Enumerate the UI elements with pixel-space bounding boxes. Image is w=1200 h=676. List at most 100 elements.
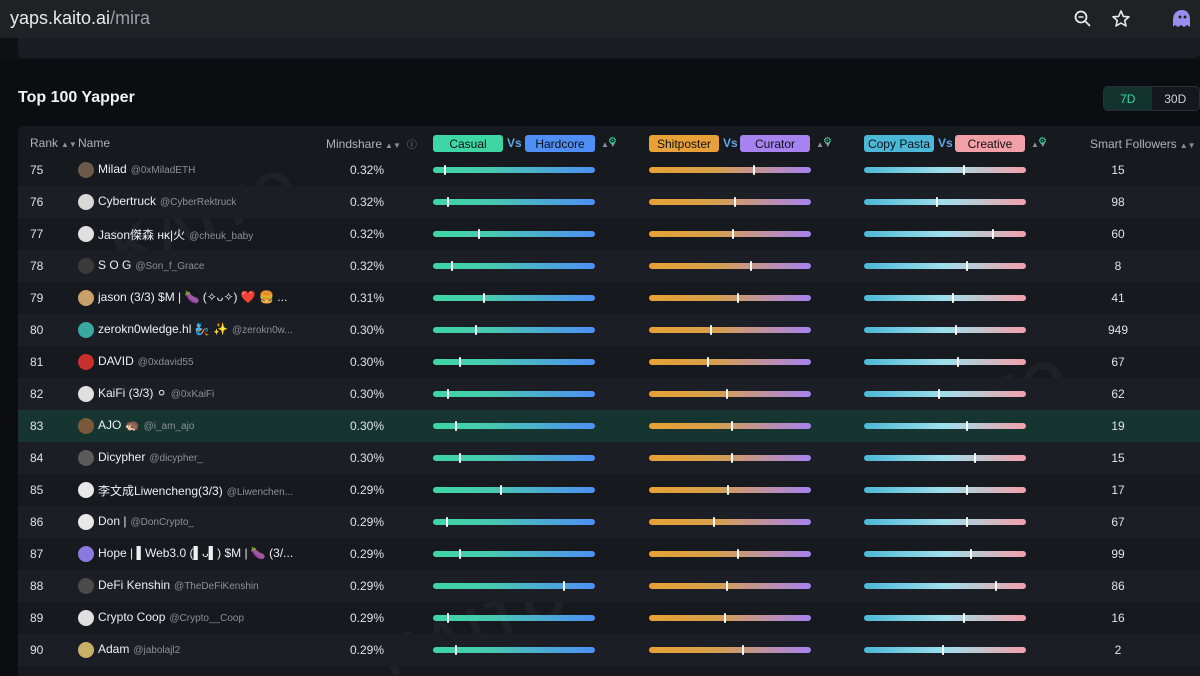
- avatar[interactable]: [78, 418, 94, 434]
- score-marker: [966, 421, 968, 431]
- name-cell[interactable]: DeFi Kenshin @TheDeFiKenshin: [98, 578, 259, 592]
- smart-followers-column-header[interactable]: Smart Followers▲▼ⓘ: [1090, 137, 1196, 151]
- avatar[interactable]: [78, 322, 94, 338]
- name-cell[interactable]: Hope | ▌Web3.0 (▌ᴗ▌) $M | 🍆 (3/...: [98, 546, 297, 560]
- smart-followers-cell: 949: [1107, 323, 1129, 337]
- smart-followers-cell: 67: [1111, 355, 1125, 369]
- shitposter-curator-bar: [649, 645, 811, 655]
- table-row[interactable]: 89 Crypto Coop @Crypto__Coop 0.29% 16: [18, 602, 1200, 634]
- avatar[interactable]: [78, 354, 94, 370]
- score-marker: [727, 485, 729, 495]
- vs-label: Vs: [938, 136, 953, 150]
- name-cell[interactable]: Don | @DonCrypto_: [98, 514, 194, 528]
- avatar[interactable]: [78, 642, 94, 658]
- table-row[interactable]: 75 Milad @0xMiladETH 0.32% 15: [18, 154, 1200, 186]
- table-row[interactable]: 77 Jason傑森 нκ|⽕ @cheuk_baby 0.32% 60: [18, 218, 1200, 250]
- rank-column-header[interactable]: Rank ▲▼: [30, 136, 77, 150]
- avatar[interactable]: [78, 386, 94, 402]
- rank-cell: 77: [30, 227, 44, 241]
- name-cell[interactable]: Crypto Coop @Crypto__Coop: [98, 610, 244, 624]
- copypasta-creative-bar: [864, 357, 1026, 367]
- score-marker: [731, 453, 733, 463]
- sort-icon[interactable]: ▲▼: [601, 140, 617, 149]
- avatar[interactable]: [78, 226, 94, 242]
- table-row[interactable]: 88 DeFi Kenshin @TheDeFiKenshin 0.29% 86: [18, 570, 1200, 602]
- avatar[interactable]: [78, 258, 94, 274]
- name-cell[interactable]: AJO 🦔 @i_am_ajo: [98, 418, 194, 432]
- avatar[interactable]: [78, 610, 94, 626]
- table-row[interactable]: 86 Don | @DonCrypto_ 0.29% 67: [18, 506, 1200, 538]
- avatar[interactable]: [78, 450, 94, 466]
- casual-hardcore-bar: [433, 517, 595, 527]
- table-row[interactable]: 81 DAVID @0xdavid55 0.30% 67: [18, 346, 1200, 378]
- table-row[interactable]: 79 jason (3/3) $M | 🍆 (✧ᴗ✧) ❤️ 🍔 ... 0.31%…: [18, 282, 1200, 314]
- display-name: Cybertruck: [98, 194, 157, 208]
- score-marker: [500, 485, 502, 495]
- sort-icon: ▲▼: [385, 141, 401, 150]
- copy-pasta-label: Copy Pasta: [864, 135, 934, 152]
- copypasta-creative-bar: [864, 613, 1026, 623]
- sort-icon[interactable]: ▲▼: [1031, 140, 1047, 149]
- score-marker: [451, 261, 453, 271]
- display-name: Jason傑森 нκ|⽕: [98, 228, 186, 242]
- avatar[interactable]: [78, 162, 94, 178]
- name-cell[interactable]: Cybertruck @CyberRektruck: [98, 194, 236, 208]
- display-name: S O G: [98, 258, 132, 272]
- table-row[interactable]: 85 李文成Liwencheng(3/3) @Liwenchen... 0.29% 17: [18, 474, 1200, 506]
- name-cell[interactable]: DAVID @0xdavid55: [98, 354, 194, 368]
- smart-followers-cell: 17: [1111, 483, 1125, 497]
- name-cell[interactable]: Adam @jabolajl2: [98, 642, 180, 656]
- avatar[interactable]: [78, 578, 94, 594]
- score-marker: [952, 293, 954, 303]
- mindshare-cell: 0.29%: [349, 483, 384, 497]
- mindshare-cell: 0.29%: [349, 515, 384, 529]
- period-7d-button[interactable]: 7D: [1104, 87, 1152, 110]
- casual-hardcore-bar: [433, 293, 595, 303]
- gear-icon[interactable]: ⚙: [1038, 136, 1047, 147]
- bookmark-star-icon[interactable]: [1108, 6, 1134, 32]
- rank-cell: 80: [30, 323, 44, 337]
- rank-cell: 81: [30, 355, 44, 369]
- table-row[interactable]: 78 S O G @Son_f_Grace 0.32% 8: [18, 250, 1200, 282]
- score-marker: [710, 325, 712, 335]
- table-row[interactable]: 80 zerokn0wledge.hl 🧞 ✨ @zerokn0w... 0.30% 9…: [18, 314, 1200, 346]
- shitposter-curator-bar: [649, 517, 811, 527]
- smart-followers-cell: 15: [1111, 163, 1125, 177]
- name-cell[interactable]: Jason傑森 нκ|⽕ @cheuk_baby: [98, 226, 253, 243]
- copypasta-creative-bar: [864, 517, 1026, 527]
- table-row[interactable]: 90 Adam @jabolajl2 0.29% 2: [18, 634, 1200, 666]
- table-row[interactable]: 84 Dicypher @dicypher_ 0.30% 15: [18, 442, 1200, 474]
- name-cell[interactable]: Dicypher @dicypher_: [98, 450, 203, 464]
- copypasta-creative-bar: [864, 293, 1026, 303]
- avatar[interactable]: [78, 194, 94, 210]
- mindshare-column-header[interactable]: Mindshare ▲▼ ⓘ: [326, 137, 417, 151]
- copypasta-creative-bar: [864, 165, 1026, 175]
- score-marker: [444, 165, 446, 175]
- avatar[interactable]: [78, 514, 94, 530]
- name-cell[interactable]: 李文成Liwencheng(3/3) @Liwenchen...: [98, 482, 293, 499]
- name-cell[interactable]: S O G @Son_f_Grace: [98, 258, 204, 272]
- info-icon: ⓘ: [406, 140, 417, 151]
- gear-icon[interactable]: ⚙: [823, 136, 832, 147]
- avatar[interactable]: [78, 546, 94, 562]
- table-row[interactable]: 87 Hope | ▌Web3.0 (▌ᴗ▌) $M | 🍆 (3/... 0.29…: [18, 538, 1200, 570]
- extension-ghost-icon[interactable]: [1168, 6, 1194, 32]
- gear-icon[interactable]: ⚙: [608, 136, 617, 147]
- table-row[interactable]: 83 AJO 🦔 @i_am_ajo 0.30% 19: [18, 410, 1200, 442]
- sort-icon[interactable]: ▲▼: [816, 140, 832, 149]
- name-cell[interactable]: zerokn0wledge.hl 🧞 ✨ @zerokn0w...: [98, 322, 293, 336]
- name-cell[interactable]: KaiFi (3/3) ⚪ @0xKaiFi: [98, 386, 214, 400]
- user-handle: @Crypto__Coop: [169, 613, 245, 624]
- vs-label: Vs: [507, 136, 522, 150]
- avatar[interactable]: [78, 290, 94, 306]
- zoom-icon[interactable]: [1070, 6, 1096, 32]
- display-name: Don |: [98, 514, 127, 528]
- period-30d-button[interactable]: 30D: [1164, 91, 1187, 106]
- hardcore-label: Hardcore: [525, 135, 595, 152]
- name-cell[interactable]: Milad @0xMiladETH: [98, 162, 195, 176]
- table-row[interactable]: 76 Cybertruck @CyberRektruck 0.32% 98: [18, 186, 1200, 218]
- address-bar[interactable]: yaps.kaito.ai/mira: [10, 8, 150, 29]
- table-row[interactable]: 82 KaiFi (3/3) ⚪ @0xKaiFi 0.30% 62: [18, 378, 1200, 410]
- avatar[interactable]: [78, 482, 94, 498]
- name-cell[interactable]: jason (3/3) $M | 🍆 (✧ᴗ✧) ❤️ 🍔 ...: [98, 290, 291, 304]
